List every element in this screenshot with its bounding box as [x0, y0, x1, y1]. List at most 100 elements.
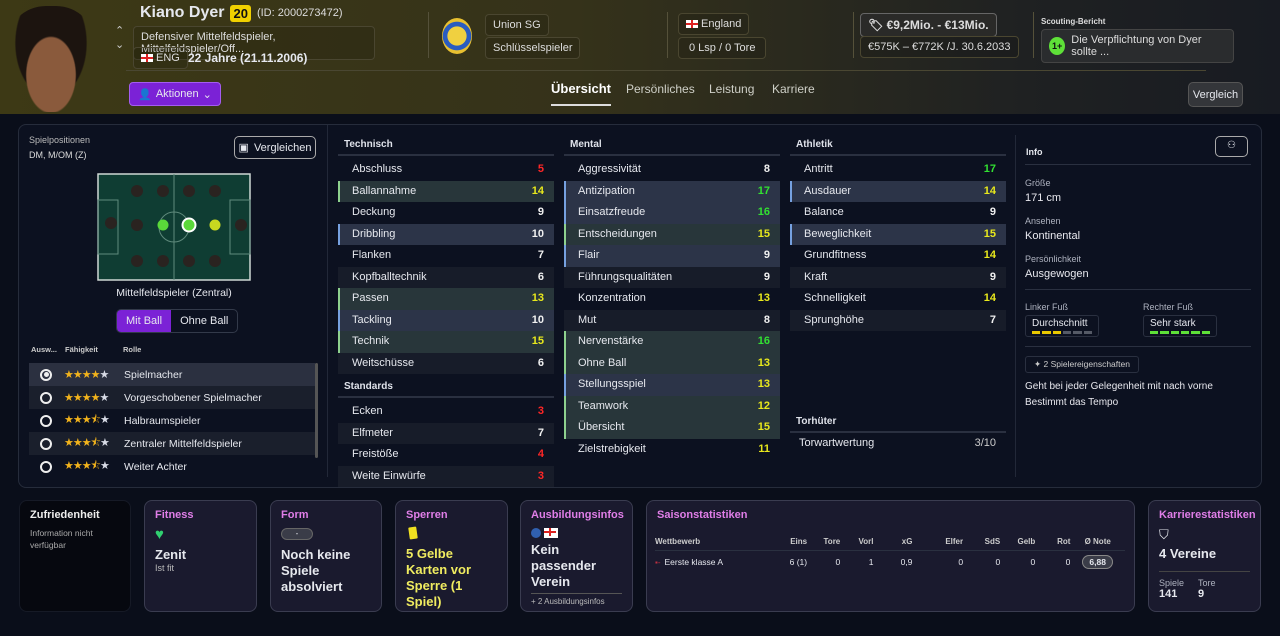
- attribute-row[interactable]: Weite Einwürfe 3: [338, 465, 554, 487]
- column-header[interactable]: Eins: [790, 537, 808, 546]
- column-header[interactable]: Vorl: [858, 537, 874, 546]
- role-row[interactable]: ★★★⯪★ Zentraler Mittelfeldspieler: [29, 432, 315, 455]
- with-ball-toggle[interactable]: Mit Ball: [117, 310, 172, 332]
- attribute-row[interactable]: Nervenstärke 16: [564, 331, 780, 353]
- tab-leistung[interactable]: Leistung: [709, 82, 755, 96]
- role-row[interactable]: ★★★★★ Spielmacher: [29, 363, 315, 386]
- attribute-row[interactable]: Antritt 17: [790, 159, 1006, 181]
- attribute-row[interactable]: Balance 9: [790, 202, 1006, 224]
- attribute-row[interactable]: Ausdauer 14: [790, 180, 1006, 202]
- tab-persoenliches[interactable]: Persönliches: [626, 82, 695, 96]
- natural-position-dot[interactable]: [209, 219, 221, 231]
- tab-karriere[interactable]: Karriere: [772, 82, 815, 96]
- radio-button[interactable]: [40, 460, 52, 473]
- tab-uebersicht[interactable]: Übersicht: [551, 81, 611, 106]
- column-header[interactable]: Wettbewerb: [655, 537, 701, 546]
- suspensions-card[interactable]: Sperren 5 Gelbe Karten vor Sperre (1 Spi…: [395, 500, 508, 612]
- role-row[interactable]: ★★★⯪★ Halbraumspieler: [29, 409, 315, 432]
- position-dot[interactable]: [157, 255, 169, 267]
- club-crest-icon[interactable]: [442, 18, 472, 54]
- club-chip[interactable]: Union SG: [485, 14, 549, 36]
- attribute-row[interactable]: Stellungsspiel 13: [564, 374, 780, 396]
- attribute-row[interactable]: Passen 13: [338, 288, 554, 310]
- scouting-report[interactable]: 1+ Die Verpflichtung von Dyer sollte ...: [1041, 29, 1234, 63]
- col-role[interactable]: Rolle: [123, 345, 142, 354]
- selected-position-dot[interactable]: [181, 217, 197, 233]
- attribute-row[interactable]: Weitschüsse 6: [338, 352, 554, 374]
- attribute-row[interactable]: Ohne Ball 13: [564, 352, 780, 374]
- attribute-row[interactable]: Dribbling 10: [338, 223, 554, 245]
- attribute-row[interactable]: Flanken 7: [338, 245, 554, 267]
- career-stats-card[interactable]: Karrierestatistiken ⛉ 4 Vereine Spiele 14…: [1148, 500, 1261, 612]
- attribute-row[interactable]: Zielstrebigkeit 11: [564, 439, 780, 461]
- position-dot[interactable]: [131, 185, 143, 197]
- season-stats-card[interactable]: Saisonstatistiken Wettbewerb Eins Tore Vorl…: [646, 500, 1135, 612]
- compare-button[interactable]: Vergleich: [1188, 82, 1243, 107]
- attribute-row[interactable]: Freistöße 4: [338, 444, 554, 466]
- position-dot[interactable]: [105, 217, 117, 229]
- fitness-card[interactable]: Fitness ♥ Zenit Ist fit: [144, 500, 257, 612]
- radio-button[interactable]: [40, 437, 52, 450]
- radio-button[interactable]: [40, 391, 52, 404]
- column-header[interactable]: Gelb: [1017, 537, 1036, 546]
- position-dot[interactable]: [183, 255, 195, 267]
- col-select[interactable]: Ausw...: [31, 345, 57, 354]
- attribute-row[interactable]: Technik 15: [338, 331, 554, 353]
- attribute-row[interactable]: Entscheidungen 15: [564, 223, 780, 245]
- position-dot[interactable]: [131, 219, 143, 231]
- next-player-button[interactable]: ⌄: [115, 39, 125, 51]
- training-info-card[interactable]: Ausbildungsinfos Kein passender Verein +…: [520, 500, 633, 612]
- attribute-row[interactable]: Kraft 9: [790, 266, 1006, 288]
- attribute-row[interactable]: Mut 8: [564, 309, 780, 331]
- position-dot[interactable]: [235, 219, 247, 231]
- attribute-row[interactable]: Schnelligkeit 14: [790, 288, 1006, 310]
- radio-button[interactable]: [40, 414, 52, 427]
- country-chip[interactable]: England: [678, 13, 750, 35]
- attribute-row[interactable]: Grundfitness 14: [790, 245, 1006, 267]
- role-row[interactable]: ★★★★★ Vorgeschobener Spielmacher: [29, 386, 315, 409]
- column-header[interactable]: Rot: [1057, 537, 1071, 546]
- roles-scrollbar[interactable]: [315, 363, 318, 458]
- attribute-row[interactable]: Abschluss 5: [338, 159, 554, 181]
- actions-button[interactable]: 👤 Aktionen ⌄: [129, 82, 221, 106]
- prev-player-button[interactable]: ⌃: [115, 25, 125, 37]
- attribute-row[interactable]: Teamwork 12: [564, 395, 780, 417]
- position-dot[interactable]: [131, 255, 143, 267]
- more-training-link[interactable]: + 2 Ausbildungsinfos: [531, 597, 605, 606]
- natural-position-dot[interactable]: [157, 219, 169, 231]
- form-card[interactable]: Form - Noch keine Spiele absolviert: [270, 500, 382, 612]
- role-row[interactable]: ★★★⯪★ Weiter Achter: [29, 455, 315, 478]
- attribute-row[interactable]: Beweglichkeit 15: [790, 223, 1006, 245]
- position-dot[interactable]: [183, 185, 195, 197]
- satisfaction-card[interactable]: Zufriedenheit Information nicht verfügba…: [19, 500, 131, 612]
- attribute-row[interactable]: Kopfballtechnik 6: [338, 266, 554, 288]
- attribute-row[interactable]: Antizipation 17: [564, 180, 780, 202]
- attribute-row[interactable]: Flair 9: [564, 245, 780, 267]
- position-dot[interactable]: [209, 185, 221, 197]
- column-header[interactable]: xG: [901, 537, 913, 546]
- attribute-row[interactable]: Tackling 10: [338, 309, 554, 331]
- attribute-row[interactable]: Führungsqualitäten 9: [564, 266, 780, 288]
- player-network-icon[interactable]: ⚇: [1215, 136, 1248, 157]
- attribute-row[interactable]: Elfmeter 7: [338, 422, 554, 444]
- without-ball-toggle[interactable]: Ohne Ball: [180, 315, 229, 327]
- attribute-row[interactable]: Konzentration 13: [564, 288, 780, 310]
- attribute-row[interactable]: Übersicht 15: [564, 417, 780, 439]
- attribute-row[interactable]: Sprunghöhe 7: [790, 309, 1006, 331]
- attribute-row[interactable]: Einsatzfreude 16: [564, 202, 780, 224]
- radio-button[interactable]: [40, 368, 52, 381]
- position-dot[interactable]: [157, 185, 169, 197]
- attribute-row[interactable]: Ballannahme 14: [338, 180, 554, 202]
- position-dot[interactable]: [209, 255, 221, 267]
- attribute-row[interactable]: Deckung 9: [338, 202, 554, 224]
- traits-button[interactable]: ✦ 2 Spielereigenschaften: [1025, 356, 1139, 373]
- col-ability[interactable]: Fähigkeit: [65, 345, 98, 354]
- compare-positions-button[interactable]: ▣ Vergleichen: [234, 136, 316, 159]
- column-header[interactable]: Ø Note: [1084, 537, 1111, 546]
- column-header[interactable]: SdS: [984, 537, 1001, 546]
- table-row[interactable]: ▪- Eerste klasse A 6 (1) 0 1 0,9 0 0 0 0 6,88: [655, 551, 1125, 573]
- column-header[interactable]: Tore: [823, 537, 841, 546]
- column-header[interactable]: Elfer: [945, 537, 964, 546]
- attribute-row[interactable]: Aggressivität 8: [564, 159, 780, 181]
- attribute-row[interactable]: Ecken 3: [338, 401, 554, 423]
